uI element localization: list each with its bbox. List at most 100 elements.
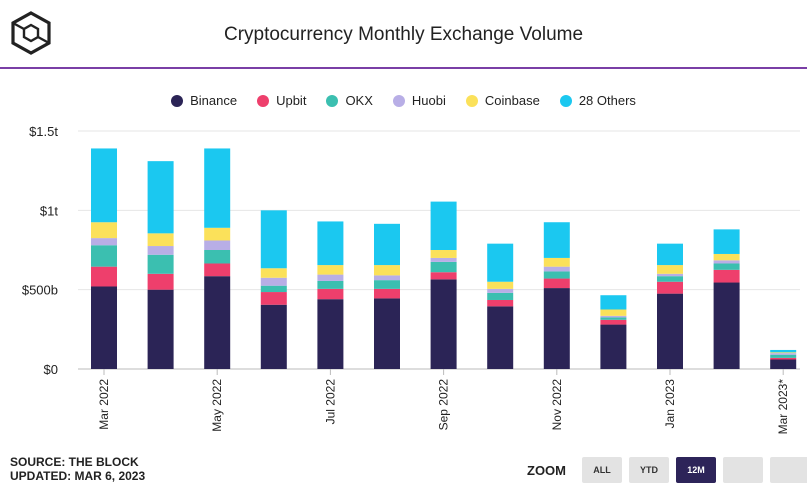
bar-segment-coinbase — [487, 281, 514, 289]
bar-segment-okx — [600, 317, 627, 320]
bar-segment-28-others — [147, 161, 174, 234]
bar-segment-upbit — [657, 281, 683, 294]
bar-segment-coinbase — [430, 250, 457, 258]
source-text: SOURCE: THE BLOCK — [10, 455, 139, 469]
bar-segment-upbit — [317, 288, 344, 300]
bar-segment-okx — [770, 354, 797, 358]
zoom-ytd-button[interactable]: YTD — [629, 457, 669, 483]
bar-segment-upbit — [260, 292, 287, 305]
source-note: SOURCE: THE BLOCK UPDATED: MAR 6, 2023 — [10, 455, 145, 483]
bar-segment-binance — [91, 286, 117, 369]
bar-segment-28-others — [770, 349, 797, 353]
bar-segment-okx — [204, 250, 231, 264]
bar-segment-huobi — [657, 273, 683, 277]
bar-segment-28-others — [657, 243, 683, 266]
bar-segment-upbit — [204, 263, 231, 277]
x-tick-label: Mar 2022 — [97, 379, 111, 430]
legend-item-okx[interactable]: OKX — [326, 93, 373, 108]
bar-segment-okx — [91, 245, 117, 267]
legend-swatch — [465, 94, 478, 107]
the-block-logo-icon — [10, 10, 52, 56]
bar-segment-upbit — [713, 269, 740, 283]
x-tick-label: Jan 2023 — [663, 379, 677, 429]
bar-segment-upbit — [430, 272, 457, 280]
x-tick-label: Sep 2022 — [437, 379, 451, 431]
y-tick-label: $0 — [44, 362, 58, 377]
legend-swatch — [392, 94, 405, 107]
bar-segment-okx — [260, 285, 287, 293]
bar-segment-upbit — [487, 299, 514, 307]
bar-segment-28-others — [600, 295, 627, 310]
legend-item-huobi[interactable]: Huobi — [392, 93, 446, 108]
bar-segment-coinbase — [657, 265, 683, 274]
zoom-12m-button[interactable]: 12M — [676, 457, 716, 483]
bar-segment-binance — [770, 359, 797, 369]
bar-segment-huobi — [147, 246, 174, 255]
legend-item-coinbase[interactable]: Coinbase — [465, 93, 540, 108]
bar-segment-binance — [317, 299, 344, 369]
y-tick-label: $1.5t — [29, 124, 58, 139]
bar-segment-binance — [430, 279, 457, 369]
chart-legend: Binance Upbit OKX Huobi Coinbase 28 Others — [0, 93, 807, 108]
updated-text: UPDATED: MAR 6, 2023 — [10, 469, 146, 483]
legend-label: Coinbase — [484, 93, 540, 108]
legend-item-binance[interactable]: Binance — [171, 93, 237, 108]
bar-segment-huobi — [374, 275, 400, 281]
bar-segment-huobi — [713, 260, 740, 264]
bar-segment-coinbase — [204, 227, 231, 241]
x-tick-label: Nov 2022 — [550, 379, 564, 431]
bar-segment-binance — [260, 304, 287, 369]
bar-segment-huobi — [543, 266, 570, 272]
bar-segment-coinbase — [713, 253, 740, 261]
page-title: Cryptocurrency Monthly Exchange Volume — [223, 24, 584, 45]
bar-segment-huobi — [204, 240, 231, 250]
bar-segment-28-others — [487, 243, 514, 282]
bar-segment-binance — [374, 298, 400, 369]
legend-label: OKX — [345, 93, 373, 108]
bar-segment-28-others — [260, 210, 287, 269]
bar-segment-okx — [657, 276, 683, 282]
x-tick-label: Mar 2023* — [776, 379, 790, 435]
bar-segment-coinbase — [600, 309, 627, 316]
chart-area: $0 $500b $1t $1.5t Mar 2022 May 2022 Jul 2022 S… — [22, 124, 800, 435]
bar-segment-binance — [204, 276, 231, 369]
bar-segment-upbit — [770, 357, 797, 360]
bar-segment-28-others — [204, 148, 231, 228]
bar-segment-28-others — [543, 222, 570, 258]
bar-segment-binance — [487, 306, 514, 369]
bar-segment-coinbase — [317, 265, 344, 275]
zoom-controls: ZOOM ALL YTD 12M — [527, 457, 807, 483]
bar-segment-okx — [374, 280, 400, 289]
bar-segment-upbit — [374, 288, 400, 299]
y-tick-label: $1t — [40, 203, 58, 218]
bar-segment-huobi — [317, 274, 344, 281]
zoom-extra-button-2[interactable] — [770, 457, 807, 483]
bar-segment-coinbase — [374, 265, 400, 276]
bar-segment-coinbase — [147, 233, 174, 247]
legend-swatch — [326, 94, 339, 107]
bar-segment-28-others — [91, 148, 117, 223]
bar-segment-coinbase — [543, 257, 570, 267]
legend-label: Upbit — [276, 93, 307, 108]
zoom-extra-button-1[interactable] — [723, 457, 763, 483]
bar-segment-huobi — [770, 353, 797, 355]
title-divider — [0, 67, 807, 69]
bar-segment-binance — [543, 288, 570, 369]
bar-segment-binance — [147, 289, 174, 369]
legend-swatch — [171, 94, 184, 107]
legend-label: 28 Others — [578, 93, 636, 108]
bar-segment-okx — [713, 263, 740, 270]
bar-segment-28-others — [430, 201, 457, 250]
bar-segment-huobi — [430, 257, 457, 262]
bar-segment-okx — [543, 271, 570, 279]
zoom-all-button[interactable]: ALL — [582, 457, 622, 483]
bar-segment-okx — [147, 254, 174, 274]
bar-segment-huobi — [91, 238, 117, 246]
x-tick-label: Jul 2022 — [323, 379, 337, 425]
bar-segment-upbit — [147, 273, 174, 290]
bar-segment-huobi — [600, 315, 627, 318]
legend-item-upbit[interactable]: Upbit — [257, 93, 306, 108]
bar-segment-huobi — [260, 277, 287, 286]
legend-item-28-others[interactable]: 28 Others — [559, 93, 636, 108]
legend-label: Huobi — [411, 93, 446, 108]
